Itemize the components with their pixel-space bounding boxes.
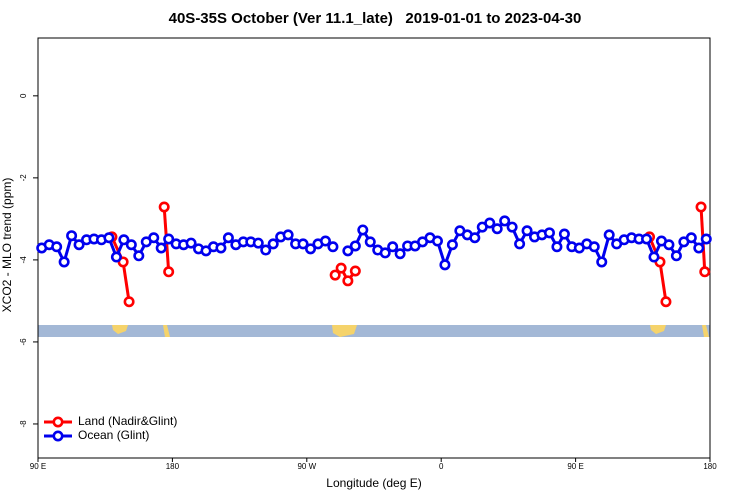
marker bbox=[148, 232, 160, 244]
marker bbox=[693, 242, 705, 254]
legend-marker bbox=[52, 416, 64, 428]
marker bbox=[319, 235, 331, 247]
marker bbox=[484, 217, 496, 229]
marker bbox=[603, 229, 615, 241]
marker bbox=[699, 266, 711, 278]
marker bbox=[506, 221, 518, 233]
marker bbox=[103, 232, 115, 244]
legend-marker bbox=[52, 430, 64, 442]
land-patch bbox=[112, 325, 128, 334]
marker bbox=[469, 232, 481, 244]
land-patch bbox=[163, 325, 170, 337]
marker bbox=[387, 241, 399, 253]
y-tick-label: -2 bbox=[19, 174, 28, 182]
map-strip bbox=[38, 325, 710, 337]
marker bbox=[222, 232, 234, 244]
marker bbox=[364, 236, 376, 248]
marker bbox=[260, 244, 272, 256]
marker bbox=[267, 238, 279, 250]
marker bbox=[66, 230, 78, 242]
marker bbox=[335, 262, 347, 274]
marker bbox=[51, 241, 63, 253]
marker bbox=[349, 240, 361, 252]
x-tick-label: 180 bbox=[166, 462, 180, 471]
marker bbox=[514, 238, 526, 250]
marker bbox=[342, 275, 354, 287]
land-patch bbox=[332, 325, 357, 337]
ocean-strip bbox=[38, 325, 710, 337]
marker bbox=[163, 266, 175, 278]
chart-title: 40S-35S October (Ver 11.1_late) 2019-01-… bbox=[169, 10, 582, 27]
marker bbox=[357, 224, 369, 236]
land-patch bbox=[650, 325, 666, 334]
marker bbox=[155, 242, 167, 254]
marker bbox=[394, 248, 406, 260]
x-tick-label: 0 bbox=[439, 462, 444, 471]
marker bbox=[596, 256, 608, 268]
marker bbox=[125, 239, 137, 251]
y-tick-label: -8 bbox=[19, 420, 28, 428]
legend-label: Land (Nadir&Glint) bbox=[78, 414, 177, 428]
land-patch bbox=[702, 325, 709, 337]
marker bbox=[305, 243, 317, 255]
marker bbox=[660, 296, 672, 308]
y-tick-label: 0 bbox=[19, 93, 28, 98]
marker bbox=[685, 232, 697, 244]
marker bbox=[558, 228, 570, 240]
marker bbox=[521, 225, 533, 237]
marker bbox=[110, 251, 122, 263]
marker bbox=[327, 241, 339, 253]
marker bbox=[431, 235, 443, 247]
y-tick-label: -6 bbox=[19, 338, 28, 346]
marker bbox=[342, 245, 354, 257]
marker bbox=[349, 265, 361, 277]
marker bbox=[185, 237, 197, 249]
marker bbox=[499, 215, 511, 227]
x-tick-label: 180 bbox=[703, 462, 717, 471]
marker bbox=[123, 296, 135, 308]
marker bbox=[670, 250, 682, 262]
x-tick-label: 90 W bbox=[297, 462, 316, 471]
marker bbox=[73, 239, 85, 251]
marker bbox=[491, 223, 503, 235]
y-axis-label: XCO2 - MLO trend (ppm) bbox=[0, 178, 14, 313]
y-tick-label: -4 bbox=[19, 256, 28, 264]
marker bbox=[215, 242, 227, 254]
marker bbox=[163, 233, 175, 245]
x-axis-label: Longitude (deg E) bbox=[326, 476, 421, 490]
marker bbox=[663, 239, 675, 251]
marker bbox=[641, 233, 653, 245]
marker bbox=[282, 229, 294, 241]
marker bbox=[118, 234, 130, 246]
marker bbox=[297, 238, 309, 250]
x-tick-label: 90 E bbox=[567, 462, 583, 471]
marker bbox=[543, 227, 555, 239]
x-tick-label: 90 E bbox=[30, 462, 46, 471]
legend-label: Ocean (Glint) bbox=[78, 428, 149, 442]
marker bbox=[700, 233, 712, 245]
marker bbox=[446, 239, 458, 251]
marker bbox=[329, 269, 341, 281]
marker bbox=[252, 237, 264, 249]
marker bbox=[588, 241, 600, 253]
marker bbox=[551, 241, 563, 253]
marker bbox=[58, 256, 70, 268]
marker bbox=[439, 259, 451, 271]
marker bbox=[379, 247, 391, 259]
marker bbox=[158, 201, 170, 213]
marker bbox=[695, 201, 707, 213]
marker bbox=[648, 251, 660, 263]
marker bbox=[133, 250, 145, 262]
